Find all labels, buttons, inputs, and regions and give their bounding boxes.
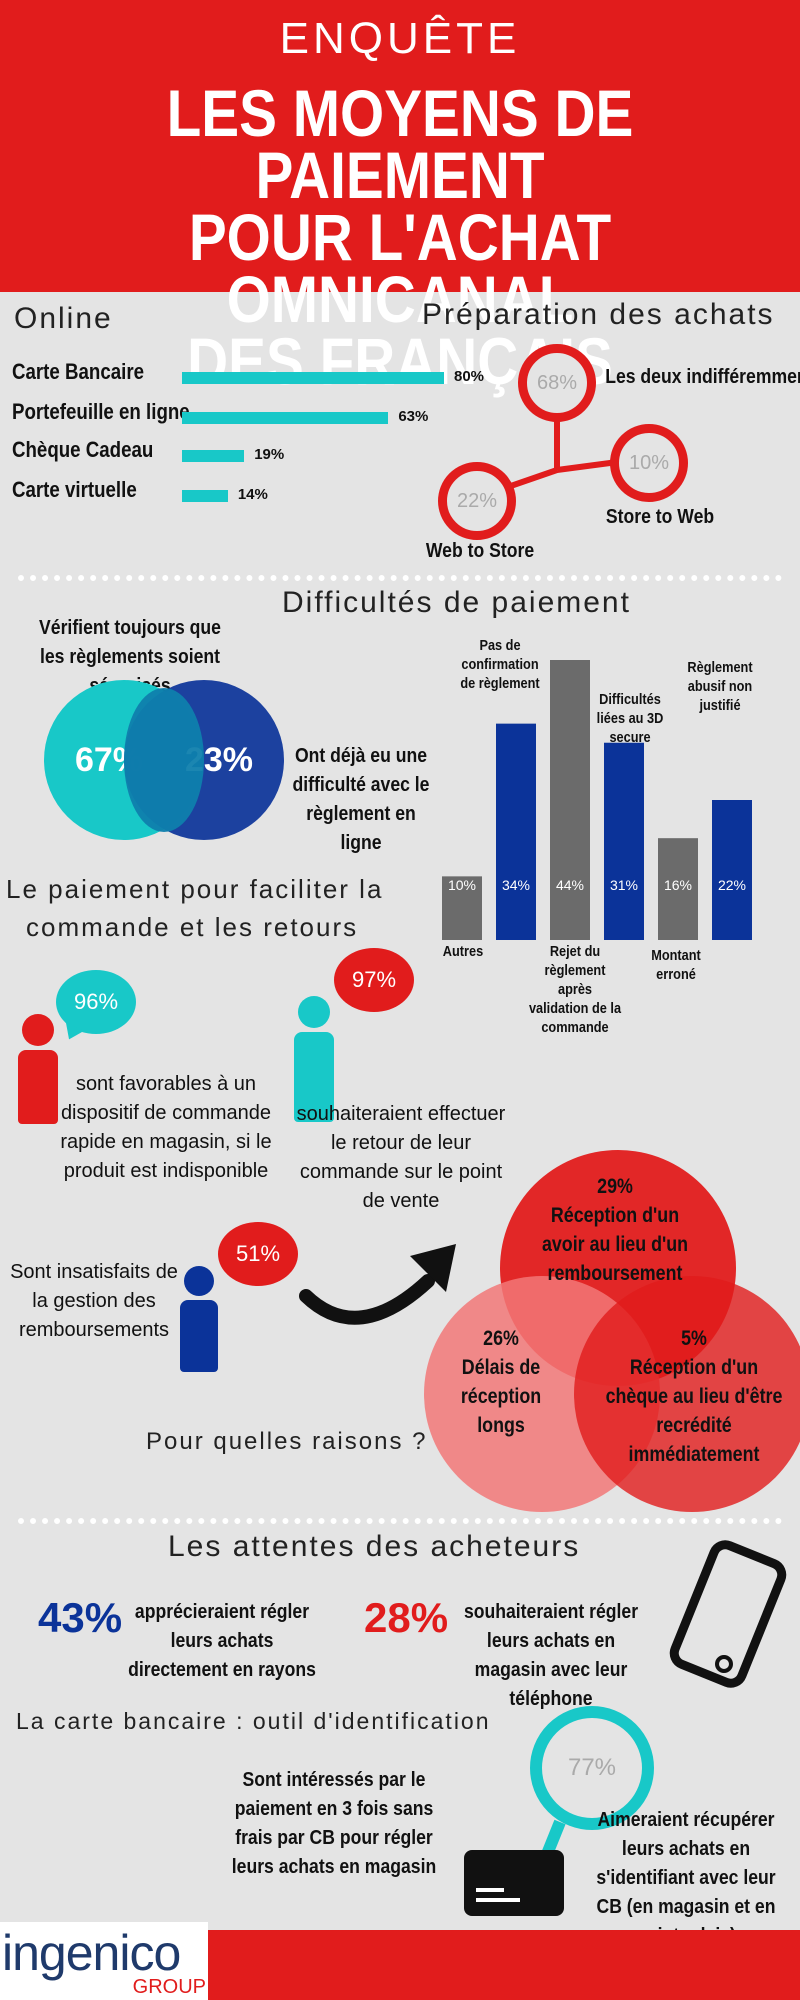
title-line-1: LES MOYENS DE PAIEMENT [166, 76, 634, 212]
online-bar-0 [182, 372, 444, 384]
chart-label-3d: Difficultés liées au 3D secure [596, 691, 664, 746]
a2-text: souhaiteraient régler leurs achats en ma… [463, 1601, 639, 1710]
online-pct-0: 80% [454, 368, 485, 385]
bubble-96: 96% [56, 970, 136, 1034]
carte-text-1: Sont intéressés par le paiement en 3 foi… [231, 1769, 437, 1878]
divider-1 [18, 575, 782, 581]
kicker: ENQUÊTE [279, 14, 521, 63]
ring-22: 22% [438, 462, 516, 540]
online-bar-1 [182, 412, 389, 424]
raison-29-text: 29% Réception d'un avoir au lieu d'un re… [541, 1175, 689, 1285]
chart-bar-5 [712, 800, 752, 940]
attentes-title: Les attentes des acheteurs [168, 1530, 581, 1563]
chart-value-3: 31% [610, 877, 638, 893]
person-icon-red [18, 1050, 58, 1124]
commande-title-2: commande et les retours [26, 912, 359, 942]
title-line-2: POUR L'ACHAT OMNICANAL [188, 200, 612, 336]
bubble-51: 51% [218, 1222, 298, 1286]
chart-label-montant: Montant erroné [651, 947, 701, 983]
ring-10: 10% [610, 424, 688, 502]
online-bar-3 [182, 490, 228, 502]
person-icon-teal-head [298, 996, 330, 1028]
label-deux: Les deux indifféremment [605, 366, 800, 388]
chart-bar-0 [442, 876, 482, 940]
a1-text: apprécieraient régler leurs achats direc… [128, 1601, 316, 1681]
difficultes-title: Difficultés de paiement [282, 586, 631, 619]
online-label-3: Carte virtuelle [12, 477, 137, 502]
footer-bar [208, 1930, 800, 2000]
chart-label-pas-de: Pas de confirmation de règlement [460, 637, 540, 692]
carte-title: La carte bancaire : outil d'identificati… [16, 1708, 491, 1734]
chart-label-abusif: Règlement abusif non justifié [687, 659, 753, 714]
chart-label-autres: Autres [442, 943, 484, 960]
ont-deja-text: Ont déjà eu une difficulté avec le règle… [292, 745, 430, 854]
online-label-2: Chèque Cadeau [12, 437, 154, 462]
chart-value-4: 16% [664, 877, 692, 893]
curved-arrow-icon [299, 1244, 456, 1325]
online-bar-2 [182, 450, 245, 462]
online-pct-3: 14% [237, 486, 268, 503]
online-pct-1: 63% [398, 408, 429, 425]
chart-value-5: 22% [718, 877, 746, 893]
chart-bar-1 [496, 723, 536, 940]
chart-bar-4 [658, 838, 698, 940]
person-icon-red-head [22, 1014, 54, 1046]
online-label-0: Carte Bancaire [12, 359, 145, 384]
p2-text: souhaiteraient effectuer le retour de le… [296, 1103, 506, 1212]
p1-text: sont favorables à un dispositif de comma… [60, 1073, 272, 1182]
chart-bar-3 [604, 742, 644, 940]
difficultes-bar-chart: 10% 34% 44% 31% 16% 22% [442, 660, 752, 940]
raison-circle-5 [574, 1276, 800, 1512]
page-title: LES MOYENS DE PAIEMENT POUR L'ACHAT OMNI… [56, 76, 744, 394]
bubble-97: 97% [334, 948, 414, 1012]
chart-value-1: 34% [502, 877, 530, 893]
chart-value-2: 44% [556, 877, 584, 893]
raison-5-text: 5% Réception d'un chèque au lieu d'être … [605, 1327, 783, 1466]
person-icon-navy-head [184, 1266, 214, 1296]
person-icon-teal [294, 1032, 334, 1122]
chart-bar-2 [550, 660, 590, 940]
a1-pct: 43% [38, 1594, 123, 1641]
raison-26-text: 26% Délais de réception longs [460, 1327, 542, 1437]
venn-overlap [124, 688, 204, 832]
online-title: Online [14, 302, 113, 335]
commande-title-1: Le paiement pour faciliter la [6, 874, 384, 904]
credit-card-icon [464, 1850, 564, 1916]
a2-pct: 28% [364, 1594, 449, 1641]
header-banner: ENQUÊTE LES MOYENS DE PAIEMENT POUR L'AC… [0, 0, 800, 394]
person-icon-navy [180, 1300, 218, 1372]
chart-value-0: 10% [448, 877, 476, 893]
preparation-title: Préparation des achats [422, 298, 775, 331]
p3-text: Sont insatisfaits de la gestion des remb… [10, 1261, 178, 1341]
online-label-1: Portefeuille en ligne [12, 399, 190, 424]
question-text: Pour quelles raisons ? [146, 1428, 428, 1455]
online-pct-2: 19% [254, 446, 285, 463]
brand-logo: ingenico GROUP [0, 1922, 208, 2000]
label-store-to-web: Store to Web [605, 506, 715, 528]
carte-text-2: Aimeraient récupérer leurs achats en s'i… [596, 1809, 776, 1947]
ring-68: 68% [518, 344, 596, 422]
smartphone-icon [669, 1540, 787, 1688]
divider-2 [18, 1518, 782, 1524]
chart-label-rejet: Rejet du règlement après validation de l… [528, 943, 622, 1036]
label-web-to-store: Web to Store [425, 540, 535, 562]
